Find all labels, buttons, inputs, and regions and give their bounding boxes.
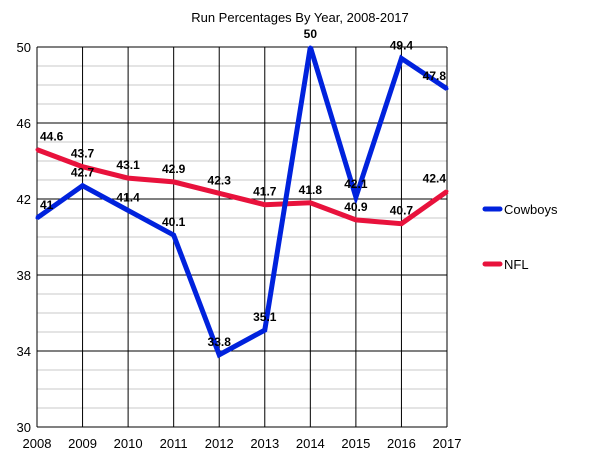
data-point-cowboys: [399, 56, 403, 60]
series-line-nfl: [36, 147, 449, 227]
data-label-nfl: 42.4: [423, 171, 447, 185]
data-label-nfl: 41.8: [299, 183, 323, 197]
chart-title: Run Percentages By Year, 2008-2017: [191, 10, 409, 25]
data-label-nfl: 44.6: [40, 130, 64, 144]
data-point-cowboys: [217, 353, 221, 357]
data-label-nfl: 42.3: [208, 173, 232, 187]
data-point-cowboys: [263, 328, 267, 332]
data-point-cowboys: [81, 184, 85, 188]
data-label-cowboys: 49.4: [390, 38, 414, 52]
data-point-cowboys: [354, 195, 358, 199]
data-label-nfl: 43.7: [71, 147, 95, 161]
data-labels: 41 42.7 41.4 40.1 33.8 35.1 50 42.1 49.4 47.8 44.6…: [40, 27, 446, 349]
data-point-cowboys: [35, 216, 39, 220]
x-tick-label: 2017: [433, 436, 462, 451]
data-point-nfl: [263, 203, 267, 207]
y-tick-label: 50: [17, 40, 31, 55]
x-tick-label: 2009: [68, 436, 97, 451]
data-label-cowboys: 41.4: [116, 190, 140, 204]
x-tick-label: 2014: [296, 436, 325, 451]
data-point-nfl: [81, 165, 85, 169]
data-point-nfl: [172, 180, 176, 184]
series-lines: [35, 45, 449, 359]
x-tick-label: 2008: [23, 436, 52, 451]
data-label-nfl: 43.1: [116, 158, 140, 172]
data-point-nfl: [35, 148, 39, 152]
data-label-nfl: 40.9: [344, 200, 368, 214]
legend: Cowboys NFL: [482, 202, 558, 272]
axis-ticks: 30 34 38 42 46 50 2008 2009 2010 2011 2012 2013 2014…: [17, 40, 462, 451]
x-tick-label: 2016: [387, 436, 416, 451]
legend-label-cowboys: Cowboys: [504, 202, 558, 217]
x-tick-label: 2015: [341, 436, 370, 451]
data-label-nfl: 42.9: [162, 162, 186, 176]
x-tick-label: 2012: [205, 436, 234, 451]
data-point-nfl: [308, 201, 312, 205]
series-line-cowboys: [35, 46, 449, 359]
y-tick-label: 38: [17, 268, 31, 283]
x-tick-label: 2013: [250, 436, 279, 451]
data-point-nfl: [217, 191, 221, 195]
data-point-nfl: [354, 218, 358, 222]
data-label-nfl: 40.7: [390, 204, 414, 218]
x-tick-label: 2010: [114, 436, 143, 451]
y-tick-label: 46: [17, 116, 31, 131]
data-point-nfl: [399, 222, 403, 226]
data-label-cowboys: 33.8: [208, 335, 232, 349]
data-label-cowboys: 41: [40, 198, 54, 212]
data-point-nfl: [126, 176, 130, 180]
data-point-cowboys: [126, 208, 130, 212]
data-label-cowboys: 50: [304, 27, 318, 41]
data-label-cowboys: 42.1: [344, 177, 368, 191]
data-point-cowboys: [172, 233, 176, 237]
x-tick-label: 2011: [160, 436, 188, 451]
data-label-cowboys: 40.1: [162, 215, 186, 229]
data-label-nfl: 41.7: [253, 185, 277, 199]
data-label-cowboys: 42.7: [71, 166, 95, 180]
legend-label-nfl: NFL: [504, 257, 529, 272]
data-point-cowboys: [308, 45, 312, 49]
data-label-cowboys: 35.1: [253, 310, 277, 324]
data-label-cowboys: 47.8: [423, 69, 447, 83]
data-point-cowboys: [445, 87, 449, 91]
data-point-nfl: [445, 189, 449, 193]
y-tick-label: 34: [17, 344, 31, 359]
y-tick-label: 30: [17, 420, 31, 435]
y-tick-label: 42: [17, 192, 31, 207]
